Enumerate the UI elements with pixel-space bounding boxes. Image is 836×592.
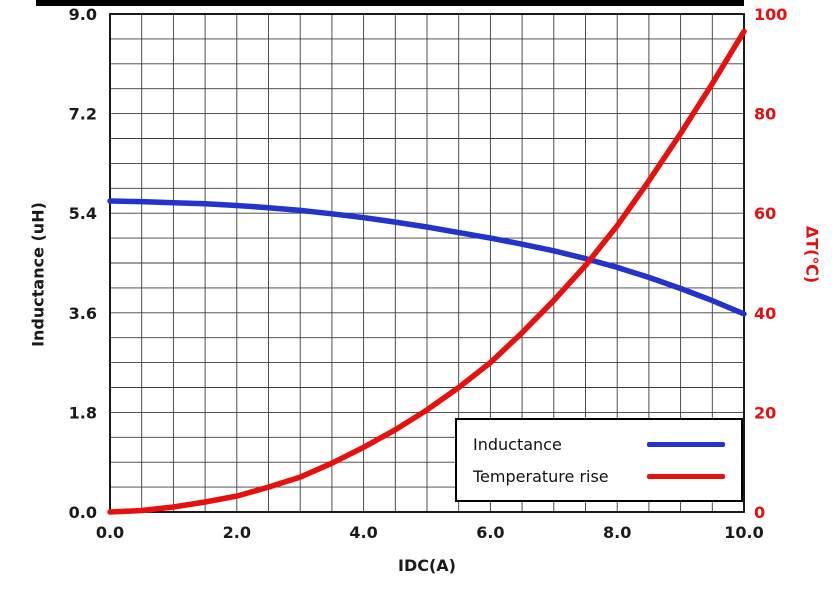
inductance-curve: [107, 198, 747, 317]
top-edge-bar: [36, 0, 744, 6]
left-y-tick-label: 1.8: [69, 403, 97, 422]
legend-item-temperature-rise: Temperature rise: [473, 467, 725, 486]
x-tick-label: 0.0: [96, 523, 124, 542]
left-y-tick-label: 3.6: [69, 304, 97, 323]
legend-label-temperature-rise: Temperature rise: [473, 466, 609, 486]
left-y-tick-label: 5.4: [69, 204, 97, 223]
temperature-rise-curve: [107, 28, 747, 515]
y-axis-title-right: ΔT(℃): [802, 225, 822, 284]
right-y-tick-label: 60: [754, 204, 776, 223]
x-tick-label: 2.0: [223, 523, 251, 542]
left-y-tick-label: 7.2: [69, 105, 97, 124]
y-axis-title-left: Inductance (uH): [28, 202, 48, 347]
inductance-line-swatch: [647, 441, 725, 447]
legend-label-inductance: Inductance: [473, 434, 562, 454]
temperature-rise-line-swatch: [647, 473, 725, 479]
legend-box: Inductance Temperature rise: [455, 418, 743, 502]
plot-border: [109, 13, 745, 513]
right-y-tick-label: 20: [754, 403, 776, 422]
x-tick-label: 10.0: [724, 523, 763, 542]
x-tick-label: 4.0: [349, 523, 377, 542]
right-y-tick-label: 100: [754, 5, 787, 24]
x-axis-title: IDC(A): [398, 556, 456, 575]
legend-item-inductance: Inductance: [473, 435, 725, 454]
right-y-tick-label: 0: [754, 503, 765, 522]
right-y-tick-label: 40: [754, 304, 776, 323]
x-tick-label: 6.0: [476, 523, 504, 542]
left-y-tick-label: 9.0: [69, 5, 97, 24]
right-y-tick-label: 80: [754, 105, 776, 124]
x-tick-label: 8.0: [603, 523, 631, 542]
left-y-tick-label: 0.0: [69, 503, 97, 522]
